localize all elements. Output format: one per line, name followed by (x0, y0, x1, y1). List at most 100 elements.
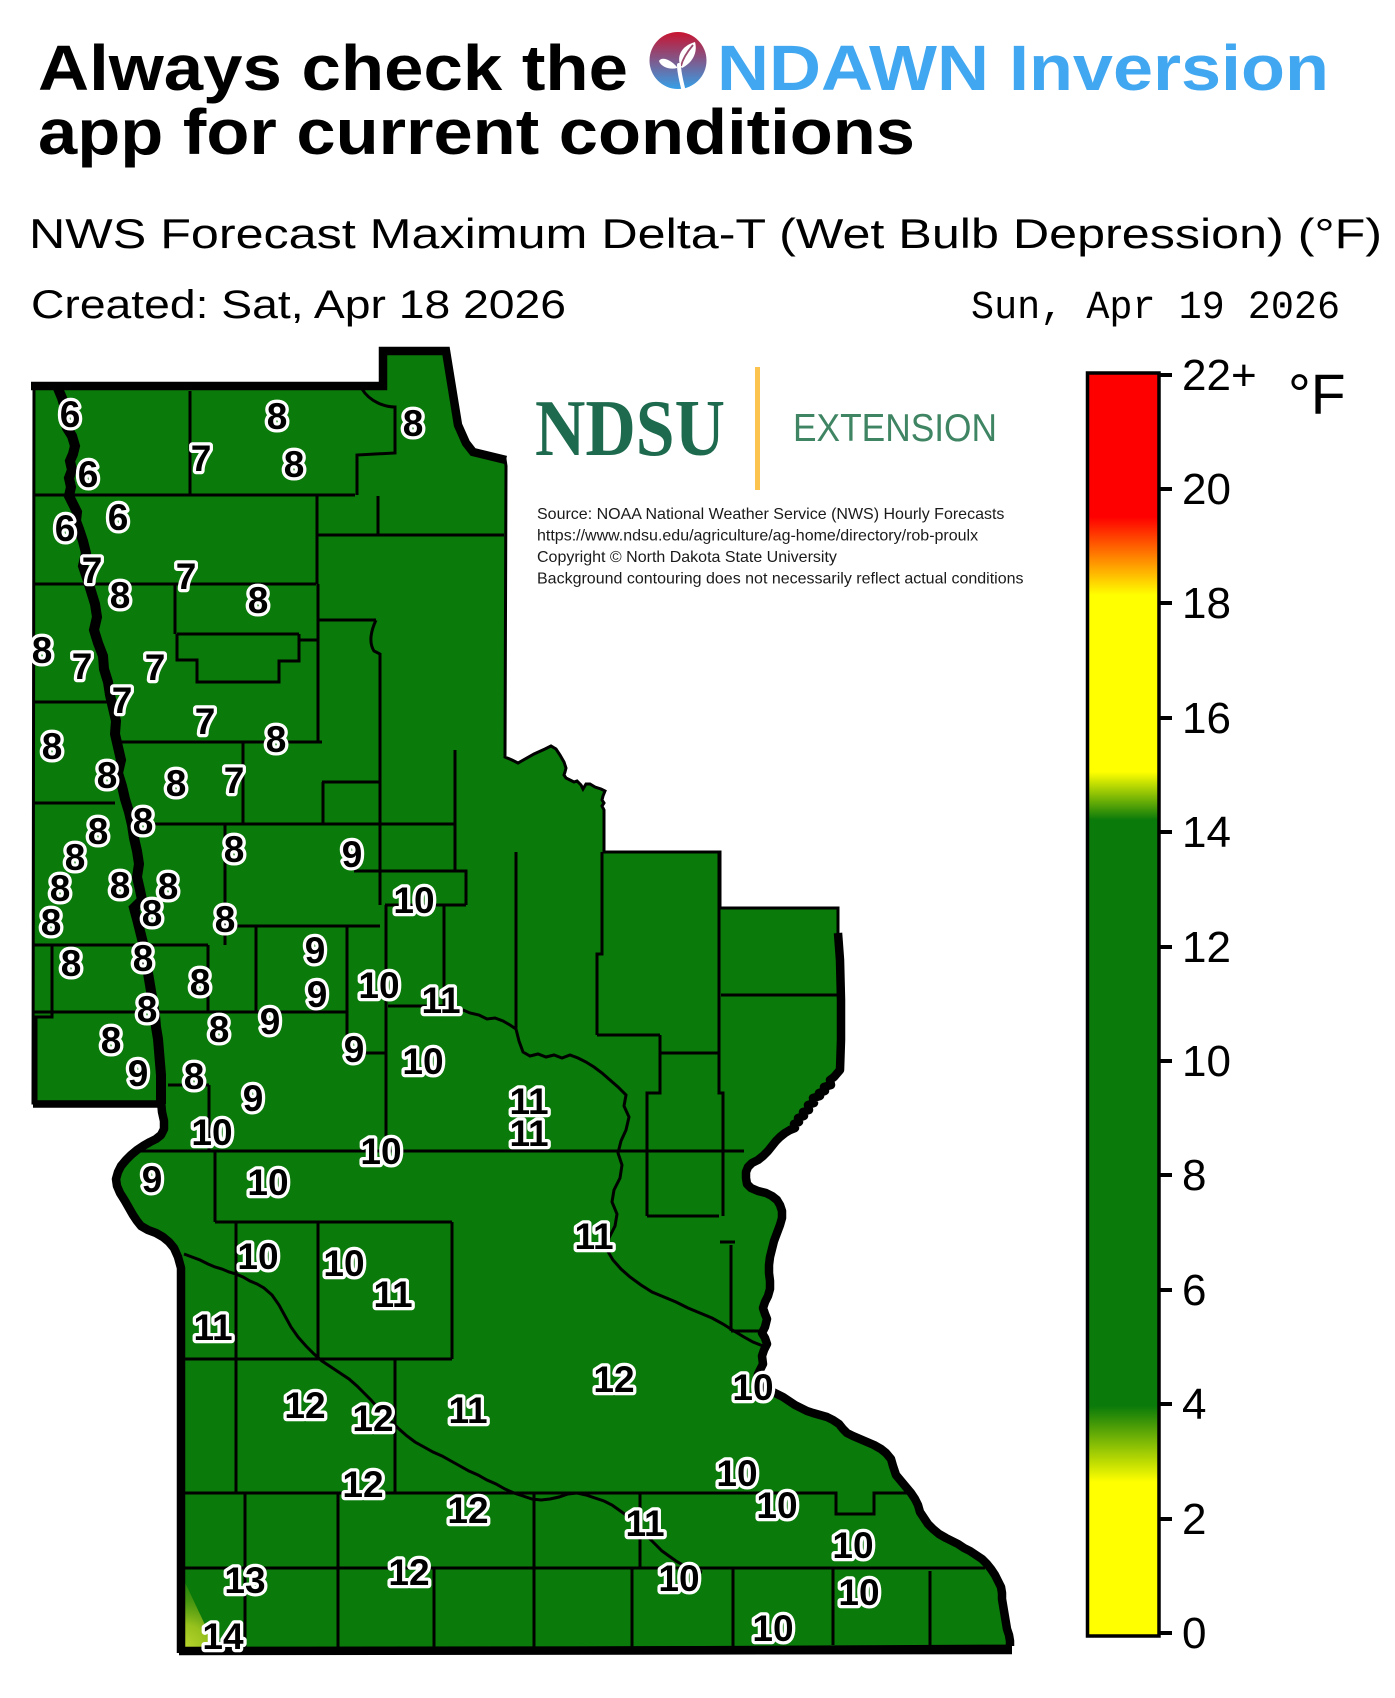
svg-text:11: 11 (373, 1274, 412, 1315)
svg-text:https://www.ndsu.edu/agricultu: https://www.ndsu.edu/agriculture/ag-home… (537, 528, 978, 545)
svg-text:9: 9 (342, 834, 363, 875)
svg-text:22+: 22+ (1182, 351, 1257, 400)
svg-text:7: 7 (195, 701, 216, 742)
svg-text:14: 14 (202, 1616, 244, 1657)
svg-text:12: 12 (352, 1398, 393, 1439)
svg-text:Always check the: Always check the (38, 32, 628, 104)
svg-text:10: 10 (658, 1558, 699, 1599)
svg-text:Copyright © North Dakota State: Copyright © North Dakota State Universit… (537, 549, 837, 566)
svg-text:10: 10 (191, 1112, 232, 1153)
svg-text:11: 11 (625, 1503, 664, 1544)
svg-text:8: 8 (42, 726, 63, 767)
svg-text:16: 16 (1182, 694, 1231, 743)
svg-text:8: 8 (133, 801, 154, 842)
svg-text:8: 8 (137, 989, 158, 1030)
svg-text:8: 8 (224, 829, 245, 870)
svg-text:11: 11 (193, 1307, 232, 1348)
svg-text:8: 8 (88, 811, 109, 852)
svg-text:13: 13 (224, 1560, 265, 1601)
svg-text:10: 10 (752, 1608, 793, 1649)
svg-text:8: 8 (97, 755, 118, 796)
svg-text:10: 10 (838, 1572, 879, 1613)
svg-text:Background contouring does not: Background contouring does not necessari… (537, 571, 1024, 588)
svg-text:NWS Forecast Maximum Delta-T (: NWS Forecast Maximum Delta-T (Wet Bulb D… (29, 210, 1382, 257)
svg-text:11: 11 (574, 1216, 613, 1257)
svg-text:10: 10 (402, 1041, 443, 1082)
svg-text:9: 9 (307, 974, 328, 1015)
svg-text:8: 8 (267, 396, 288, 437)
svg-text:12: 12 (284, 1385, 325, 1426)
svg-text:6: 6 (60, 394, 81, 435)
svg-text:7: 7 (145, 647, 166, 688)
svg-text:8: 8 (32, 630, 53, 671)
svg-text:8: 8 (248, 580, 269, 621)
svg-text:10: 10 (1182, 1037, 1231, 1086)
svg-text:9: 9 (128, 1053, 149, 1094)
svg-text:7: 7 (191, 438, 212, 479)
svg-text:6: 6 (1182, 1266, 1206, 1315)
svg-text:8: 8 (110, 865, 131, 906)
svg-text:11: 11 (421, 980, 460, 1021)
svg-text:Created: Sat, Apr 18 2026: Created: Sat, Apr 18 2026 (31, 283, 566, 327)
svg-text:9: 9 (344, 1029, 365, 1070)
svg-text:0: 0 (1182, 1609, 1206, 1658)
svg-text:10: 10 (756, 1485, 797, 1526)
svg-text:9: 9 (142, 1159, 163, 1200)
svg-text:11: 11 (509, 1113, 548, 1154)
svg-text:7: 7 (72, 646, 93, 687)
svg-text:8: 8 (284, 444, 305, 485)
svg-text:10: 10 (360, 1131, 401, 1172)
svg-text:6: 6 (55, 508, 76, 549)
svg-text:18: 18 (1182, 579, 1231, 628)
svg-text:12: 12 (342, 1464, 383, 1505)
svg-text:8: 8 (215, 899, 236, 940)
svg-text:8: 8 (1182, 1151, 1206, 1200)
svg-text:11: 11 (509, 1081, 548, 1122)
svg-text:8: 8 (158, 866, 179, 907)
svg-text:Sun, Apr 19 2026: Sun, Apr 19 2026 (971, 286, 1340, 331)
svg-text:10: 10 (732, 1367, 773, 1408)
svg-text:7: 7 (176, 556, 197, 597)
svg-text:9: 9 (305, 930, 326, 971)
svg-text:12: 12 (593, 1359, 634, 1400)
svg-text:8: 8 (41, 902, 62, 943)
svg-text:8: 8 (50, 868, 71, 909)
svg-text:10: 10 (716, 1453, 757, 1494)
svg-text:8: 8 (142, 893, 163, 934)
svg-text:NDAWN Inversion: NDAWN Inversion (717, 32, 1329, 104)
svg-text:8: 8 (133, 938, 154, 979)
svg-text:EXTENSION: EXTENSION (793, 407, 997, 450)
svg-text:8: 8 (190, 962, 211, 1003)
svg-text:Source: NOAA National Weather: Source: NOAA National Weather Service (N… (537, 506, 1004, 523)
svg-text:NDSU: NDSU (535, 385, 725, 473)
svg-text:app for current conditions: app for current conditions (38, 96, 915, 168)
svg-text:4: 4 (1182, 1380, 1206, 1429)
svg-text:20: 20 (1182, 465, 1231, 514)
svg-text:7: 7 (82, 550, 103, 591)
svg-text:7: 7 (224, 760, 245, 801)
svg-text:10: 10 (247, 1162, 288, 1203)
svg-text:12: 12 (447, 1490, 488, 1531)
svg-text:12: 12 (388, 1552, 429, 1593)
svg-text:°F: °F (1288, 363, 1346, 427)
svg-text:2: 2 (1182, 1495, 1206, 1544)
svg-text:8: 8 (266, 719, 287, 760)
svg-text:10: 10 (237, 1236, 278, 1277)
svg-text:8: 8 (166, 763, 187, 804)
svg-text:10: 10 (832, 1525, 873, 1566)
svg-text:8: 8 (209, 1009, 230, 1050)
svg-text:12: 12 (1182, 923, 1231, 972)
svg-text:8: 8 (403, 403, 424, 444)
svg-text:10: 10 (323, 1243, 364, 1284)
svg-text:8: 8 (184, 1056, 205, 1097)
svg-text:10: 10 (393, 880, 434, 921)
svg-text:9: 9 (260, 1001, 281, 1042)
svg-text:11: 11 (448, 1390, 487, 1431)
svg-text:8: 8 (110, 575, 131, 616)
svg-text:8: 8 (101, 1020, 122, 1061)
svg-text:8: 8 (65, 837, 86, 878)
svg-text:6: 6 (78, 454, 99, 495)
svg-text:6: 6 (108, 497, 129, 538)
svg-text:7: 7 (112, 680, 133, 721)
svg-text:10: 10 (358, 965, 399, 1006)
